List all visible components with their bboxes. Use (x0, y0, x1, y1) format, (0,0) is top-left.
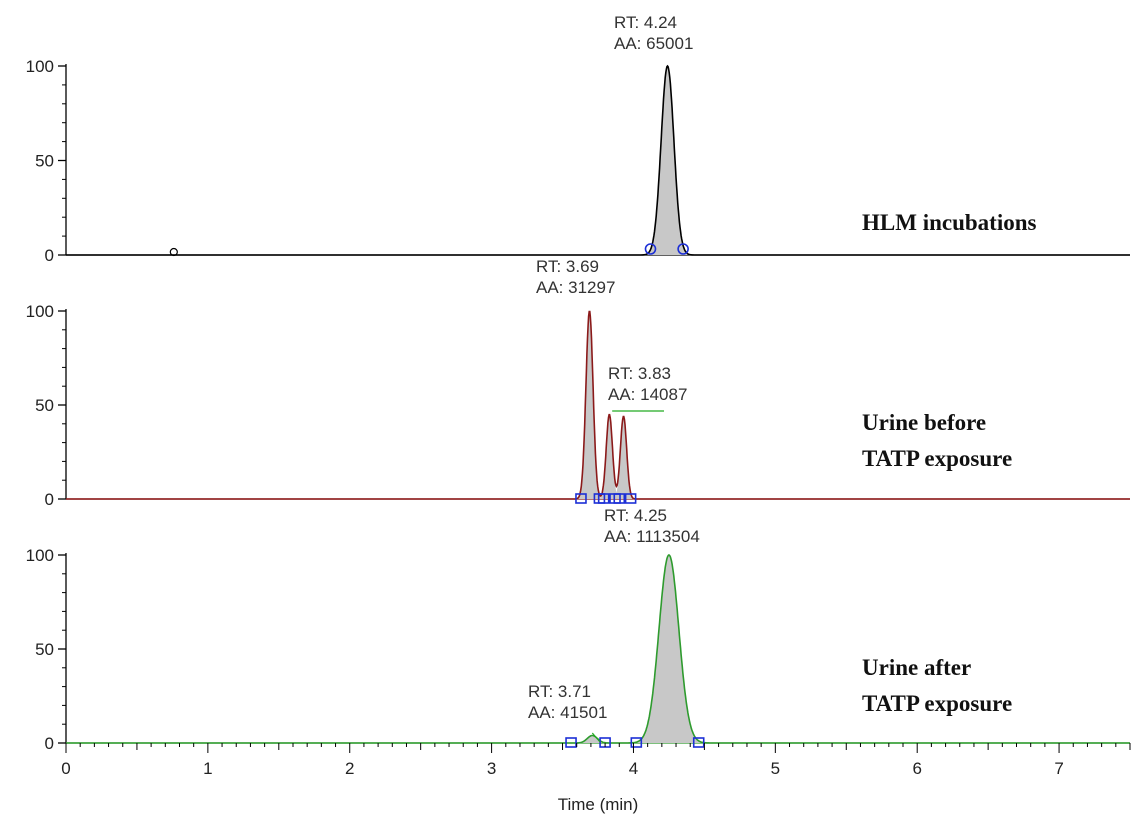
panel-label: TATP exposure (862, 691, 1012, 716)
trace-line (66, 310, 1130, 500)
y-tick-label: 100 (26, 57, 54, 76)
y-tick-label: 50 (35, 640, 54, 659)
y-tick-label: 50 (35, 396, 54, 415)
peak-rt-label: RT: 4.24 (614, 13, 677, 32)
x-tick-label: 3 (487, 759, 496, 778)
boundary-marker (630, 737, 643, 748)
panel-label: Urine before (862, 410, 986, 435)
panel-label: TATP exposure (862, 446, 1012, 471)
panel-label: HLM incubations (862, 210, 1037, 235)
boundary-marker (597, 493, 610, 504)
peak-area-fill (578, 311, 601, 499)
y-tick-label: 0 (45, 490, 54, 509)
x-tick-label: 4 (629, 759, 638, 778)
annotation-leader (591, 732, 601, 743)
peak-aa-label: AA: 1113504 (604, 527, 700, 546)
peak-rt-label: RT: 3.71 (528, 682, 591, 701)
trace-line (66, 64, 1130, 256)
boundary-marker (565, 737, 577, 748)
peak-rt-label: RT: 3.69 (536, 257, 599, 276)
y-tick-label: 100 (26, 302, 54, 321)
peak-aa-label: AA: 14087 (608, 385, 687, 404)
peak-aa-label: AA: 41501 (528, 703, 607, 722)
marker-point (169, 247, 178, 257)
x-tick-label: 7 (1054, 759, 1063, 778)
peak-area-fill (647, 66, 688, 255)
x-tick-label: 1 (203, 759, 212, 778)
panel-label: Urine after (862, 655, 971, 680)
y-tick-label: 100 (26, 546, 54, 565)
boundary-marker (613, 493, 626, 504)
boundary-marker (677, 243, 689, 255)
peak-rt-label: RT: 3.83 (608, 364, 671, 383)
y-tick-label: 0 (45, 246, 54, 265)
x-tick-label: 0 (61, 759, 70, 778)
boundary-marker (624, 493, 637, 504)
peak-aa-label: AA: 65001 (614, 34, 693, 53)
y-tick-label: 0 (45, 734, 54, 753)
peak-rt-label: RT: 4.25 (604, 506, 667, 525)
peak-aa-label: AA: 31297 (536, 278, 615, 297)
peak-area-fill (637, 555, 701, 743)
y-tick-label: 50 (35, 152, 54, 171)
x-axis-title: Time (min) (558, 795, 639, 814)
x-tick-label: 5 (771, 759, 780, 778)
x-tick-label: 2 (345, 759, 354, 778)
boundary-marker (692, 737, 705, 748)
boundary-marker (575, 493, 587, 504)
boundary-marker (644, 243, 657, 255)
x-tick-label: 6 (912, 759, 921, 778)
